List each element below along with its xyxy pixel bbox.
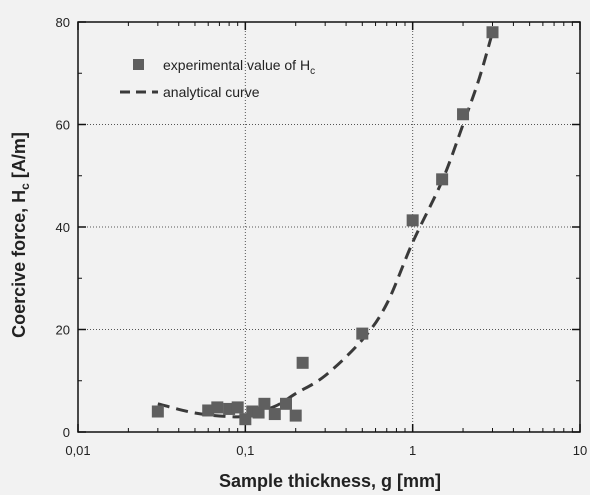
analytical-curve-line (157, 31, 494, 419)
experimental-point (211, 401, 224, 414)
y-axis-label-sub: c (18, 183, 32, 190)
experimental-point (231, 401, 244, 414)
y-tick-label: 0 (63, 425, 70, 440)
y-axis-label-unit: [A/m] (9, 132, 29, 183)
y-tick-label: 20 (56, 323, 70, 338)
y-axis-label: Coercive force, Hc [A/m] (9, 132, 32, 338)
legend-label-experimental: experimental value of Hc (163, 57, 315, 77)
experimental-point (486, 26, 499, 39)
x-tick-label: 1 (409, 443, 416, 458)
experimental-point (268, 408, 281, 421)
experimental-point (258, 397, 271, 410)
y-axis-label-main: Coercive force, H (9, 190, 29, 338)
legend-label-experimental-sub: c (310, 66, 315, 77)
experimental-point (406, 214, 419, 227)
experimental-point (356, 327, 369, 340)
experimental-point (436, 173, 449, 186)
legend-marker-experimental (133, 59, 144, 70)
experimental-point (457, 108, 470, 121)
y-tick-label: 60 (56, 118, 70, 133)
grid (78, 22, 580, 432)
x-tick-label: 10 (573, 443, 587, 458)
legend-label-analytical: analytical curve (163, 84, 260, 100)
x-axis-label: Sample thickness, g [mm] (219, 471, 441, 491)
experimental-point (289, 409, 302, 422)
y-tick-label: 80 (56, 15, 70, 30)
legend-label-experimental-main: experimental value of H (163, 57, 310, 73)
legend: experimental value of Hc analytical curv… (120, 57, 315, 100)
x-tick-label: 0,1 (236, 443, 254, 458)
x-tick-label: 0,01 (65, 443, 90, 458)
experimental-point (202, 404, 215, 417)
experimental-point (280, 397, 293, 410)
experimental-point (151, 405, 164, 418)
axis-ticks (77, 21, 581, 433)
experimental-point (296, 356, 309, 369)
experimental-points-layer (151, 26, 499, 426)
tick-labels: 0,01 0,1 1 10 0 20 40 60 80 (56, 15, 588, 458)
analytical-curve-layer (157, 31, 494, 419)
y-tick-label: 40 (56, 220, 70, 235)
